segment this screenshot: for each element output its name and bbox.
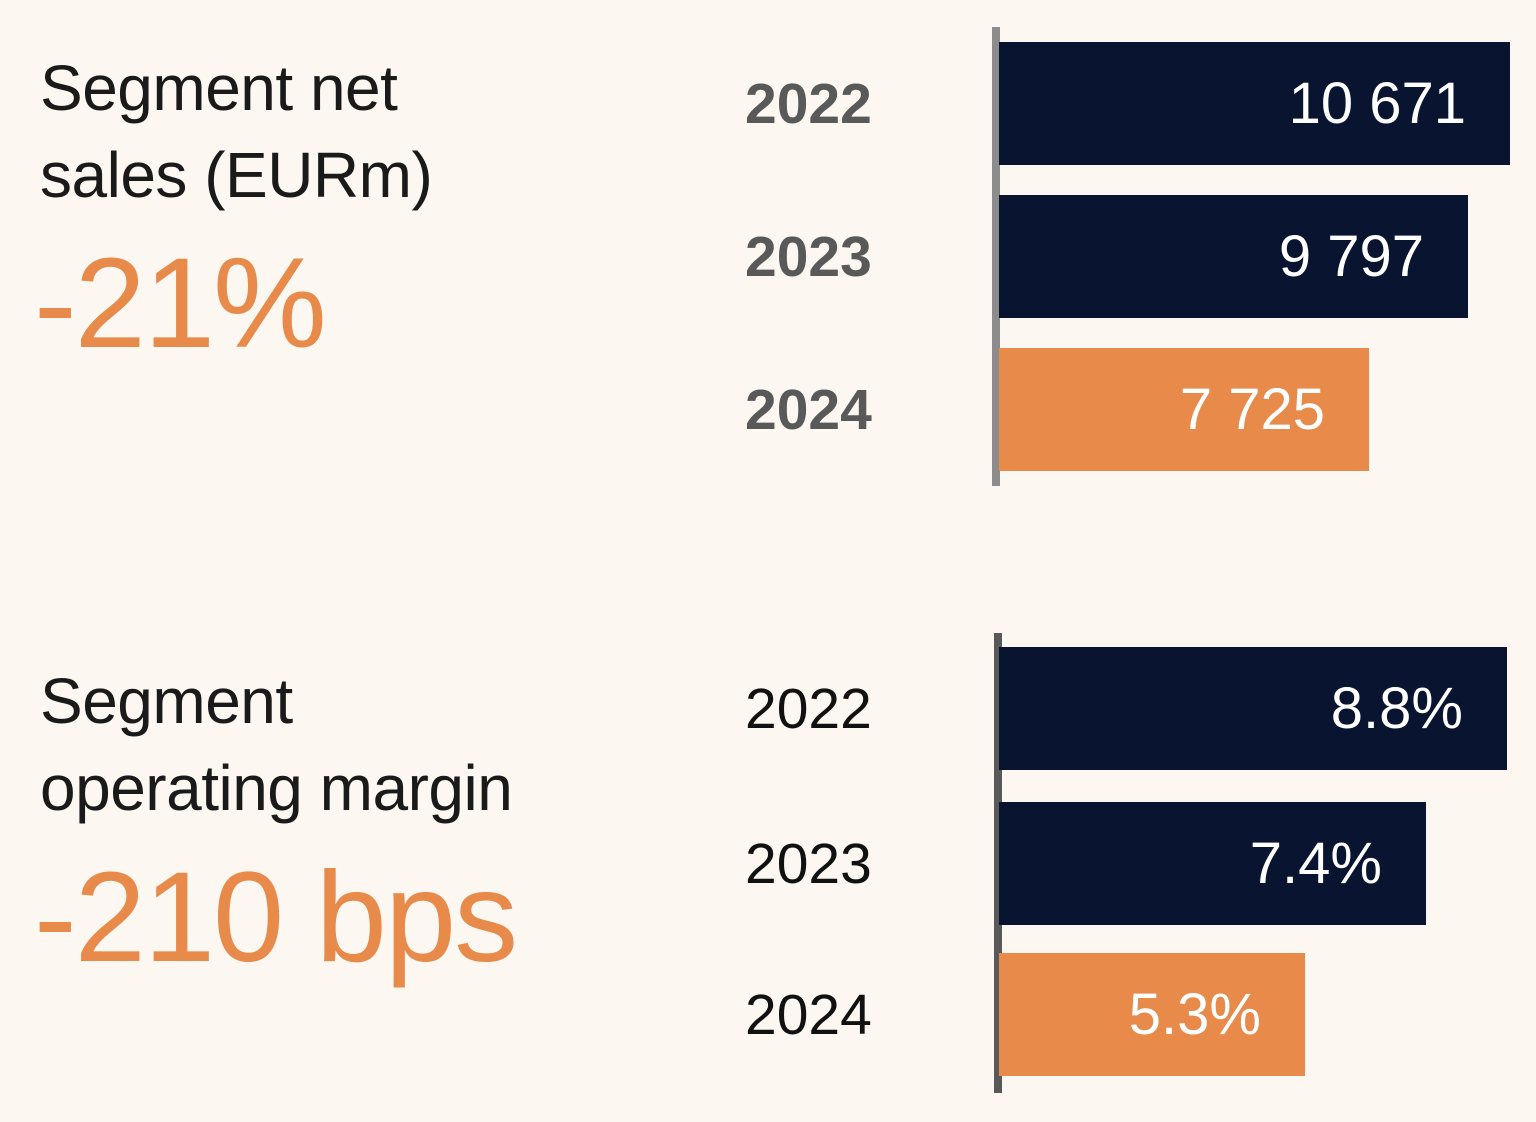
bar-2024: 7 725 bbox=[999, 348, 1369, 471]
bar-2022: 10 671 bbox=[999, 42, 1510, 165]
year-label: 2024 bbox=[745, 982, 872, 1047]
net-sales-title-line1: Segment net bbox=[40, 52, 398, 124]
bar-row-2022: 2022 8.8% bbox=[745, 647, 1536, 770]
year-label: 2022 bbox=[745, 71, 872, 136]
operating-margin-title-line1: Segment bbox=[40, 665, 293, 737]
value-label: 8.8% bbox=[1330, 676, 1463, 741]
net-sales-title-line2: sales (EURm) bbox=[40, 139, 433, 211]
net-sales-title: Segment net sales (EURm) bbox=[40, 45, 433, 219]
operating-margin-title-line2: operating margin bbox=[40, 752, 513, 824]
bar-2023: 9 797 bbox=[999, 195, 1468, 318]
net-sales-change-stat: -21% bbox=[34, 232, 327, 375]
value-label: 7.4% bbox=[1249, 831, 1382, 896]
bar-2022: 8.8% bbox=[999, 647, 1507, 770]
operating-margin-bar-chart: 2022 8.8% 2023 7.4% 2024 5.3% bbox=[745, 633, 1536, 1093]
year-label: 2023 bbox=[745, 831, 872, 896]
y-axis-line bbox=[992, 27, 1000, 486]
year-label: 2024 bbox=[745, 377, 872, 442]
bar-row-2023: 2023 7.4% bbox=[745, 802, 1536, 925]
net-sales-bar-chart: 2022 10 671 2023 9 797 2024 7 725 bbox=[745, 27, 1536, 486]
year-label: 2023 bbox=[745, 224, 872, 289]
value-label: 5.3% bbox=[1128, 982, 1261, 1047]
bar-row-2022: 2022 10 671 bbox=[745, 42, 1536, 165]
bar-row-2023: 2023 9 797 bbox=[745, 195, 1536, 318]
year-label: 2022 bbox=[745, 676, 872, 741]
bar-row-2024: 2024 7 725 bbox=[745, 348, 1536, 471]
bar-2024: 5.3% bbox=[999, 953, 1305, 1076]
operating-margin-change-stat: -210 bps bbox=[34, 846, 518, 989]
y-axis-line bbox=[994, 633, 1002, 1093]
value-label: 10 671 bbox=[1288, 71, 1466, 136]
bar-2023: 7.4% bbox=[999, 802, 1426, 925]
bar-row-2024: 2024 5.3% bbox=[745, 953, 1536, 1076]
value-label: 9 797 bbox=[1278, 224, 1424, 289]
operating-margin-title: Segment operating margin bbox=[40, 658, 513, 832]
value-label: 7 725 bbox=[1179, 377, 1325, 442]
